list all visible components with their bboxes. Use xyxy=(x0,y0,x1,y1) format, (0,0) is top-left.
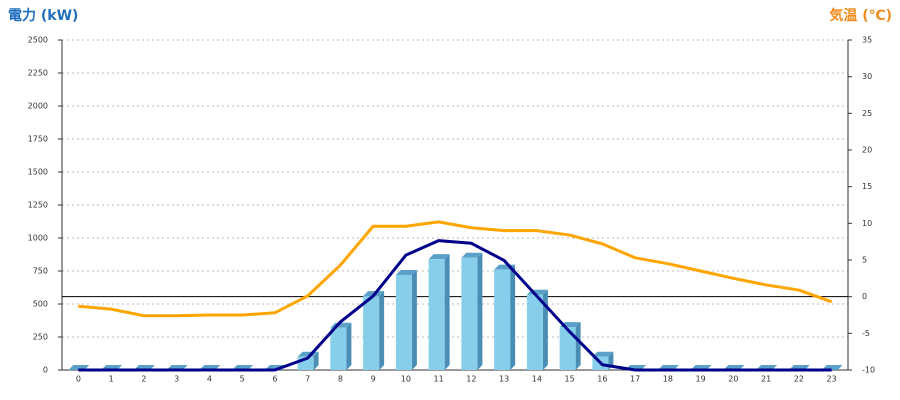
y-tick-label: 1750 xyxy=(28,135,48,144)
y-tick-label: 2000 xyxy=(28,102,48,111)
x-tick-label: 20 xyxy=(728,375,738,384)
y2-tick-label: -5 xyxy=(862,329,870,338)
y2-tick-label: 20 xyxy=(862,146,872,155)
bar-top xyxy=(395,269,417,275)
x-tick-label: 5 xyxy=(240,375,245,384)
bar-side xyxy=(411,269,417,370)
bar-side xyxy=(510,264,516,370)
bar xyxy=(526,294,543,370)
bar-side xyxy=(542,289,548,370)
bar xyxy=(395,274,412,370)
y2-tick-label: 0 xyxy=(862,292,867,301)
y2-tick-label: 10 xyxy=(862,219,872,228)
y2-tick-label: 15 xyxy=(862,182,872,191)
x-tick-label: 21 xyxy=(761,375,771,384)
x-tick-label: 16 xyxy=(597,375,607,384)
line xyxy=(78,220,833,318)
bar-side xyxy=(444,254,450,370)
y2-tick-label: 30 xyxy=(862,72,872,81)
bar-top xyxy=(592,351,614,357)
y2-tick-label: 35 xyxy=(862,36,872,45)
y2-tick-label: -10 xyxy=(862,366,875,375)
x-tick-label: 6 xyxy=(272,375,277,384)
x-tick-label: 9 xyxy=(371,375,376,384)
x-tick-label: 12 xyxy=(466,375,476,384)
x-tick-label: 4 xyxy=(207,375,212,384)
y-tick-label: 750 xyxy=(33,267,48,276)
x-tick-label: 7 xyxy=(305,375,310,384)
y-tick-label: 2250 xyxy=(28,69,48,78)
x-tick-label: 10 xyxy=(401,375,411,384)
bar xyxy=(494,269,511,370)
bar-top xyxy=(461,252,483,258)
bar-side xyxy=(313,351,319,370)
y-tick-label: 500 xyxy=(33,300,48,309)
x-tick-label: 1 xyxy=(109,375,114,384)
x-tick-label: 18 xyxy=(663,375,673,384)
x-tick-label: 2 xyxy=(141,375,146,384)
x-tick-label: 3 xyxy=(174,375,179,384)
y2-tick-label: 25 xyxy=(862,109,872,118)
bar xyxy=(461,257,478,370)
bar xyxy=(559,327,576,370)
y-axis-title: 電力 (kW) xyxy=(8,7,78,24)
x-tick-label: 11 xyxy=(434,375,444,384)
y-tick-label: 250 xyxy=(33,333,48,342)
x-tick-label: 23 xyxy=(827,375,837,384)
x-tick-label: 14 xyxy=(532,375,542,384)
x-tick-label: 22 xyxy=(794,375,804,384)
bar xyxy=(428,259,445,370)
line xyxy=(78,239,832,372)
bar-side xyxy=(477,252,483,370)
y-tick-label: 0 xyxy=(43,366,48,375)
y-tick-label: 1000 xyxy=(28,234,48,243)
x-tick-label: 19 xyxy=(696,375,706,384)
x-tick-label: 13 xyxy=(499,375,509,384)
bar-side xyxy=(575,322,581,370)
bar xyxy=(363,296,380,370)
x-tick-label: 15 xyxy=(565,375,575,384)
y-tick-label: 1250 xyxy=(28,201,48,210)
x-tick-label: 0 xyxy=(76,375,81,384)
y2-tick-label: 5 xyxy=(862,256,867,265)
bar xyxy=(330,327,347,370)
y-tick-label: 2500 xyxy=(28,36,48,45)
bar-top xyxy=(428,254,450,260)
y-tick-label: 1500 xyxy=(28,168,48,177)
y2-axis-title: 気温 (℃) xyxy=(829,7,892,24)
x-tick-label: 8 xyxy=(338,375,343,384)
x-tick-label: 17 xyxy=(630,375,640,384)
bar-side xyxy=(379,291,385,370)
bar-side xyxy=(346,322,352,370)
